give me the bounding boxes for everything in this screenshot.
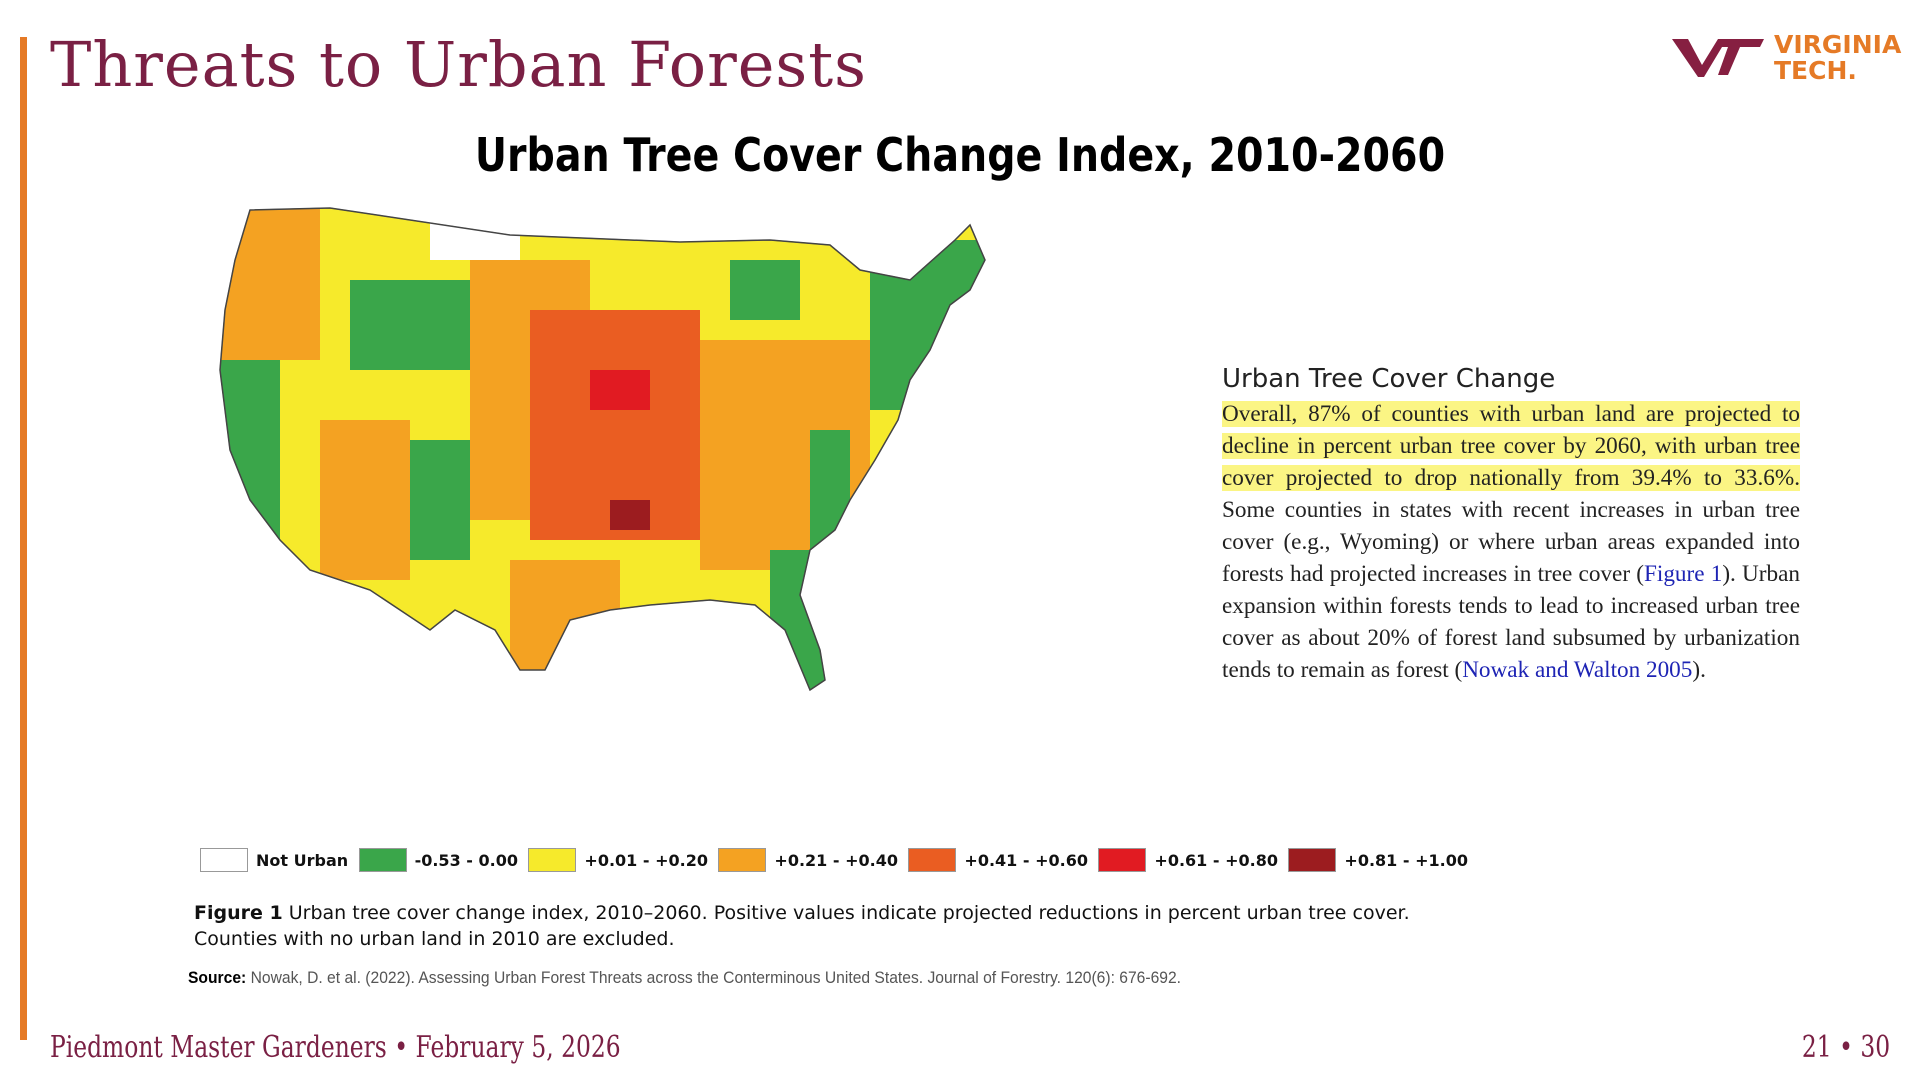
slide-number: 21 • 30 — [1801, 1030, 1890, 1065]
legend-item-extreme: +0.81 - +1.00 — [1288, 848, 1468, 872]
legend-label: Not Urban — [256, 850, 349, 870]
vt-logo-icon — [1672, 39, 1764, 77]
legend-item-low: +0.01 - +0.20 — [528, 848, 708, 872]
figure-caption: Figure 1 Urban tree cover change index, … — [194, 900, 1424, 952]
legend-item-mid: +0.21 - +0.40 — [718, 848, 898, 872]
caption-label: Figure 1 — [194, 902, 283, 924]
legend-swatch — [358, 848, 407, 872]
body-text-3: ). — [1692, 657, 1706, 683]
legend-swatch — [1288, 848, 1337, 872]
nowak-walton-link[interactable]: Nowak and Walton 2005 — [1462, 657, 1693, 683]
figure-title: Urban Tree Cover Change Index, 2010-2060 — [474, 128, 1446, 182]
legend-swatch — [718, 848, 767, 872]
legend-label: +0.41 - +0.60 — [964, 850, 1088, 870]
source-text: Nowak, D. et al. (2022). Assessing Urban… — [246, 968, 1182, 987]
legend-swatch — [908, 848, 957, 872]
accent-bar — [20, 37, 27, 1040]
legend-item-very-high: +0.61 - +0.80 — [1098, 848, 1278, 872]
legend-label: -0.53 - 0.00 — [414, 850, 518, 870]
virginia-tech-logo: VIRGINIA TECH. — [1670, 30, 1910, 90]
footer-event: Piedmont Master Gardeners • February 5, … — [50, 1030, 621, 1065]
legend-label: +0.81 - +1.00 — [1344, 850, 1468, 870]
logo-line-2: TECH. — [1774, 56, 1857, 85]
map-counties — [219, 207, 986, 692]
body-text-1: Some counties in states with recent incr… — [1222, 497, 1800, 587]
side-panel-body: Overall, 87% of counties with urban land… — [1222, 398, 1800, 686]
legend-label: +0.01 - +0.20 — [584, 850, 708, 870]
legend-label: +0.61 - +0.80 — [1154, 850, 1278, 870]
us-county-map-icon — [219, 207, 986, 692]
caption-text: Urban tree cover change index, 2010–2060… — [194, 902, 1410, 950]
legend-item-not-urban: Not Urban — [200, 848, 348, 872]
legend-item-decline: -0.53 - 0.00 — [358, 848, 518, 872]
slide-title: Threats to Urban Forests — [50, 28, 867, 101]
legend-swatch — [200, 848, 248, 872]
source-citation: Source: Nowak, D. et al. (2022). Assessi… — [188, 968, 1181, 988]
legend-swatch — [1098, 848, 1147, 872]
logo-line-1: VIRGINIA — [1774, 30, 1902, 59]
body-text-2: ). Urban expansion within forests tends … — [1222, 561, 1800, 683]
legend-label: +0.21 - +0.40 — [774, 850, 898, 870]
side-panel-heading: Urban Tree Cover Change — [1222, 364, 1556, 394]
highlighted-text: Overall, 87% of counties with urban land… — [1222, 401, 1800, 491]
source-label: Source: — [188, 968, 247, 987]
legend-item-high: +0.41 - +0.60 — [908, 848, 1088, 872]
map-legend: Not Urban -0.53 - 0.00 +0.01 - +0.20 +0.… — [200, 848, 1474, 878]
figure-1-link[interactable]: Figure 1 — [1643, 561, 1723, 587]
legend-swatch — [528, 848, 577, 872]
map-container — [210, 200, 1210, 830]
